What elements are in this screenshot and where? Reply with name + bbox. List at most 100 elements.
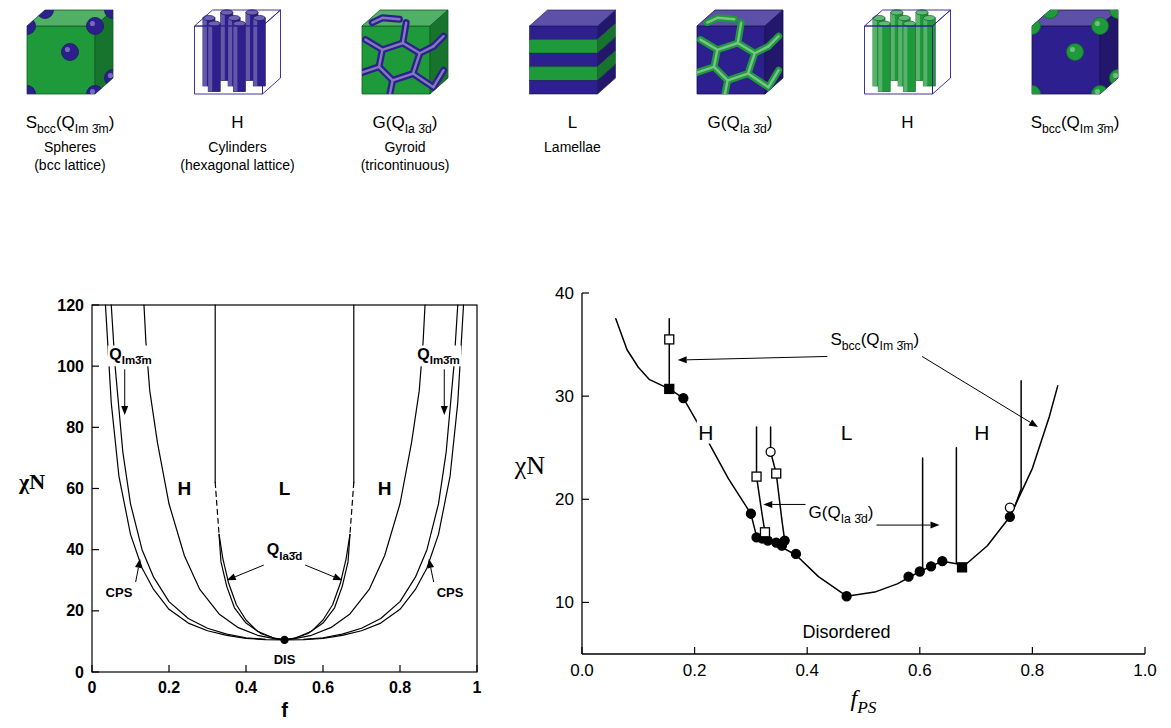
sphere-highlight <box>40 5 45 10</box>
morphology-icon <box>359 10 448 97</box>
text-part: S <box>26 113 37 132</box>
network-strut <box>403 23 406 43</box>
morphology-symbol: Sbcc(QIm 3̄m) <box>1031 113 1120 136</box>
morphology-icon <box>1024 2 1127 103</box>
sphere-highlight <box>65 47 70 52</box>
annotations: Sbcc(QIm 3̄m)HLHG(QIa 3̄d)Disordered <box>678 330 1038 641</box>
text-part: ) <box>432 113 438 132</box>
morphology-symbol: L <box>568 113 577 132</box>
morphology-symbol: H <box>231 113 243 132</box>
network-strut <box>359 67 379 74</box>
morphology-icon <box>19 2 122 103</box>
annotation-arrowhead <box>1029 419 1039 427</box>
annotation-arrow <box>687 356 828 359</box>
phase-boundary <box>144 305 285 640</box>
lamella <box>530 26 598 40</box>
data-point <box>760 528 769 537</box>
annotation: L <box>841 421 853 444</box>
morphology-icon <box>865 10 951 94</box>
cube-face <box>1032 26 1100 94</box>
text-part: (Q <box>56 113 75 132</box>
text-part: Ia 3̄d <box>740 122 767 136</box>
network-strut <box>707 18 734 23</box>
x-tick-label: 0.2 <box>158 679 180 696</box>
x-tick <box>399 665 400 672</box>
network-strut <box>413 74 433 88</box>
sphere <box>1024 86 1041 103</box>
network-strut <box>768 36 778 46</box>
y-tick <box>92 304 99 305</box>
data-point <box>752 472 761 481</box>
annotation-arrow <box>772 504 805 505</box>
phase-boundary <box>219 534 284 640</box>
y-tick <box>582 396 589 397</box>
sphere-highlight <box>108 5 113 10</box>
data-point <box>679 394 688 403</box>
cylinder-shade <box>916 12 920 80</box>
annotation: QIm3̄m <box>417 346 460 367</box>
phase-boundary <box>1010 381 1021 517</box>
phase-boundary <box>922 458 924 570</box>
sphere <box>37 2 54 19</box>
x-tick-label: 0.8 <box>1021 661 1045 680</box>
annotation: H <box>698 421 713 444</box>
network-strut <box>707 18 734 23</box>
sphere <box>1067 44 1084 61</box>
x-axis <box>582 653 1145 654</box>
network-strut <box>433 36 443 46</box>
text-part: G(Q <box>373 113 405 132</box>
x-tick <box>807 647 808 654</box>
cylinder-top <box>891 10 903 15</box>
network-strut <box>748 74 768 88</box>
y-tick <box>92 366 99 367</box>
cylinder-shade <box>873 18 877 86</box>
network-strut <box>372 18 399 23</box>
sphere-highlight <box>90 89 95 94</box>
text-part: ) <box>868 503 874 522</box>
morphology-symbol: H <box>901 113 913 132</box>
x-tick <box>322 665 323 672</box>
sphere-highlight <box>1095 89 1100 94</box>
data-point <box>766 447 775 456</box>
cylinder-shade <box>891 12 895 80</box>
annotation: DIS <box>274 652 296 667</box>
phase-boundary <box>616 319 1058 596</box>
sphere <box>19 18 36 35</box>
x-tick <box>1032 647 1033 654</box>
cylinder-top <box>233 21 245 26</box>
sphere-highlight <box>1113 73 1118 78</box>
cylinder-top <box>878 21 890 26</box>
annotation-arrow <box>876 525 930 526</box>
cube-edge <box>865 10 951 26</box>
morphology-icon <box>694 10 783 97</box>
network-strut <box>694 67 714 74</box>
network-strut <box>717 43 768 53</box>
text-part: Im3̄m <box>430 354 460 366</box>
sphere-highlight <box>1027 21 1032 26</box>
sphere <box>1110 70 1127 87</box>
data-point <box>842 592 851 601</box>
cylinder-top <box>208 21 220 26</box>
sphere <box>1042 2 1059 19</box>
annotation-arrowhead <box>678 356 687 363</box>
data-point <box>746 509 755 518</box>
label-patch <box>376 478 393 499</box>
network-strut <box>768 70 778 87</box>
phase-boundary <box>771 427 785 540</box>
annotation-arrow <box>136 568 139 582</box>
text-part: Ia 3̄d <box>841 512 868 526</box>
text-part: bcc <box>842 339 861 353</box>
cylinder-shade <box>221 12 225 80</box>
annotation: G(QIa 3̄d) <box>809 503 874 526</box>
spheres <box>19 2 122 103</box>
annotation: QIa3̄d <box>267 541 302 562</box>
network-strut <box>372 18 399 23</box>
network-strut <box>748 74 768 88</box>
sphere-highlight <box>1045 5 1050 10</box>
text-part: Q <box>417 346 429 363</box>
x-tick-label: 1 <box>473 679 482 696</box>
y-tick <box>92 610 99 611</box>
text-part: Ia 3̄d <box>405 122 432 136</box>
label-patch <box>265 541 303 562</box>
sphere <box>105 2 122 19</box>
